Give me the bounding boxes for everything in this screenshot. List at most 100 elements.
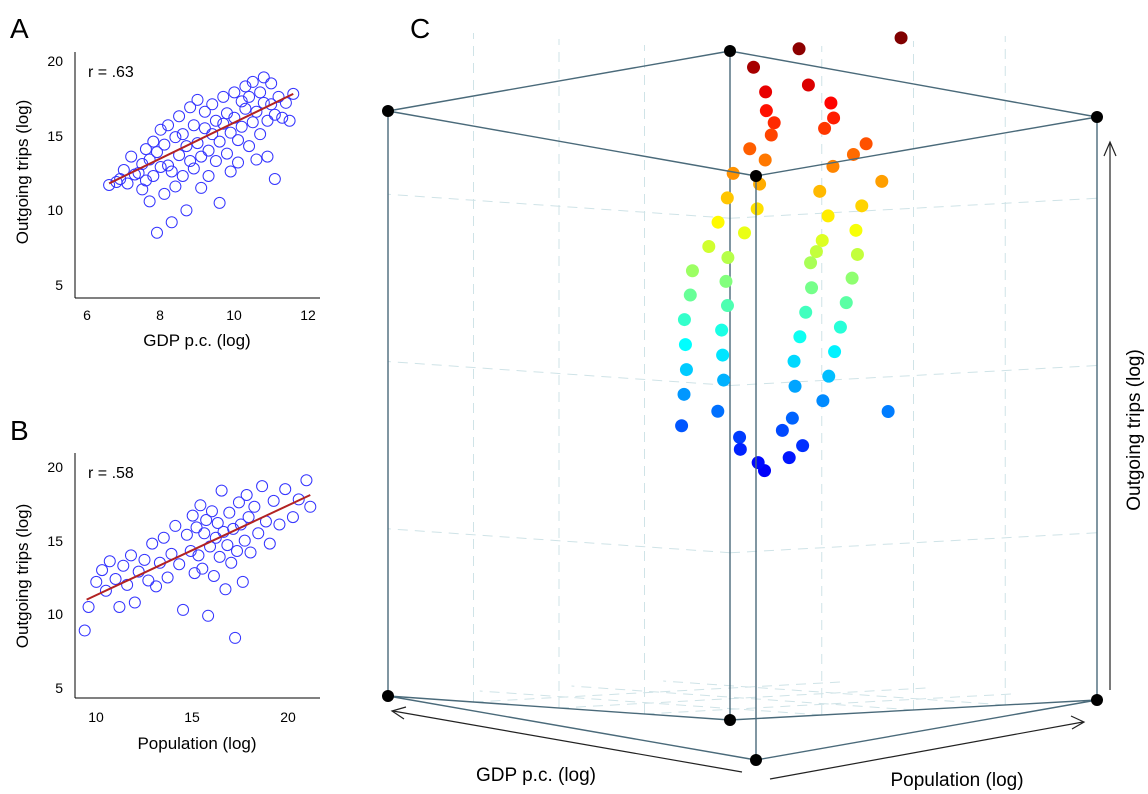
panel-c-points xyxy=(675,31,908,478)
panel-b-ylabel: Outgoing trips (log) xyxy=(13,504,32,649)
panel-b-point xyxy=(267,494,280,507)
panel-a-point xyxy=(195,150,208,163)
panel-a-xtick: 6 xyxy=(83,307,91,323)
panel-c-point xyxy=(827,111,841,125)
panel-c-gridline xyxy=(729,532,1098,554)
panel-b-point xyxy=(221,539,234,552)
panel-b-point xyxy=(219,583,232,596)
panel-c-point xyxy=(809,245,823,259)
panel-c-point xyxy=(785,411,799,425)
panel-b-point xyxy=(205,505,218,518)
panel-c-point xyxy=(787,354,801,368)
panel-a-point xyxy=(250,153,263,166)
panel-c-edge xyxy=(387,110,757,177)
panel-a-fit-line xyxy=(108,92,294,185)
panel-a-point xyxy=(173,110,186,123)
panel-b-annotation: r = .58 xyxy=(88,465,134,482)
panel-c-point xyxy=(720,191,734,205)
panel-a-xlabel: GDP p.c. (log) xyxy=(143,331,250,350)
panel-c-edge xyxy=(387,50,731,112)
panel-a-xtick: 12 xyxy=(300,307,316,323)
panel-c-point xyxy=(875,174,889,188)
panel-c-x-arrow xyxy=(392,710,743,773)
panel-b-point xyxy=(279,483,292,496)
panel-c-point xyxy=(855,199,869,213)
panel-b-points xyxy=(78,474,317,644)
panel-a-point xyxy=(121,177,134,190)
panel-b-point xyxy=(196,562,209,575)
panel-c-point xyxy=(747,60,761,74)
panel-a-point xyxy=(125,150,138,163)
panel-c-point xyxy=(845,271,859,285)
panel-c-point xyxy=(711,215,725,229)
panel-a-point xyxy=(239,80,252,93)
panel-c-edge xyxy=(387,695,731,721)
panel-c-point xyxy=(818,121,832,135)
panel-c-point xyxy=(801,78,815,92)
panel-c-xlabel: GDP p.c. (log) xyxy=(476,765,596,786)
panel-c-point xyxy=(805,281,819,295)
panel-a-points xyxy=(103,71,300,239)
panel-b-point xyxy=(242,511,255,524)
panel-a-point xyxy=(169,131,182,144)
panel-c-point xyxy=(815,233,829,247)
panel-a-annotation: r = .63 xyxy=(88,64,134,81)
panel-b-xlabel: Population (log) xyxy=(137,734,256,753)
panel-c: C xyxy=(382,13,1145,791)
panel-c-point xyxy=(796,439,810,453)
panel-c-point xyxy=(678,338,692,352)
panel-b-xtick: 15 xyxy=(184,709,200,725)
panel-b-point xyxy=(286,511,299,524)
panel-c-edge xyxy=(755,699,1098,761)
panel-c-y-arrowhead xyxy=(1070,715,1086,730)
panel-b-point xyxy=(213,550,226,563)
panel-b-point xyxy=(188,567,201,580)
panel-b-point xyxy=(190,521,203,534)
panel-b-point xyxy=(273,518,286,531)
panel-b-point xyxy=(138,553,151,566)
panel-a-point xyxy=(184,155,197,168)
panel-c-corner xyxy=(724,714,736,726)
panel-a-point xyxy=(239,102,252,115)
panel-c-point xyxy=(675,419,689,433)
panel-c-gridline xyxy=(729,365,1098,386)
panel-c-box-front xyxy=(387,50,1098,761)
panel-a-point xyxy=(154,161,167,174)
panel-c-corner xyxy=(750,754,762,766)
panel-a-point xyxy=(187,162,200,175)
panel-c-point xyxy=(767,116,781,130)
panel-a-point xyxy=(150,226,163,239)
panel-b-point xyxy=(161,571,174,584)
panel-a-point xyxy=(217,117,230,130)
panel-b-point xyxy=(240,488,253,501)
panel-c-point xyxy=(804,256,818,270)
panel-a-ytick: 15 xyxy=(47,128,63,144)
panel-b-point xyxy=(157,531,170,544)
panel-c-point xyxy=(846,147,860,161)
panel-a-point xyxy=(243,140,256,153)
panel-c-grid xyxy=(387,33,1098,716)
panel-b-point xyxy=(169,519,182,532)
panel-c-point xyxy=(733,442,747,456)
panel-a-ytick: 5 xyxy=(55,277,63,293)
panel-b-fit xyxy=(86,494,311,601)
panel-a-point xyxy=(246,116,259,129)
panel-c-point xyxy=(733,430,747,444)
panel-b-point xyxy=(173,558,186,571)
panel-c-point xyxy=(716,348,730,362)
panel-b-point xyxy=(300,474,313,487)
panel-b-point xyxy=(232,496,245,509)
panel-b-point xyxy=(192,549,205,562)
panel-c-point xyxy=(881,405,895,419)
panel-c-edge xyxy=(729,50,1098,118)
panel-c-point xyxy=(788,379,802,393)
panel-b-point xyxy=(207,570,220,583)
panel-a-point xyxy=(195,181,208,194)
panel-a-point xyxy=(154,123,167,136)
panel-c-point xyxy=(719,274,733,288)
panel-a-point xyxy=(147,135,160,148)
panel-a-point xyxy=(235,120,248,133)
panel-b-point xyxy=(82,600,95,613)
